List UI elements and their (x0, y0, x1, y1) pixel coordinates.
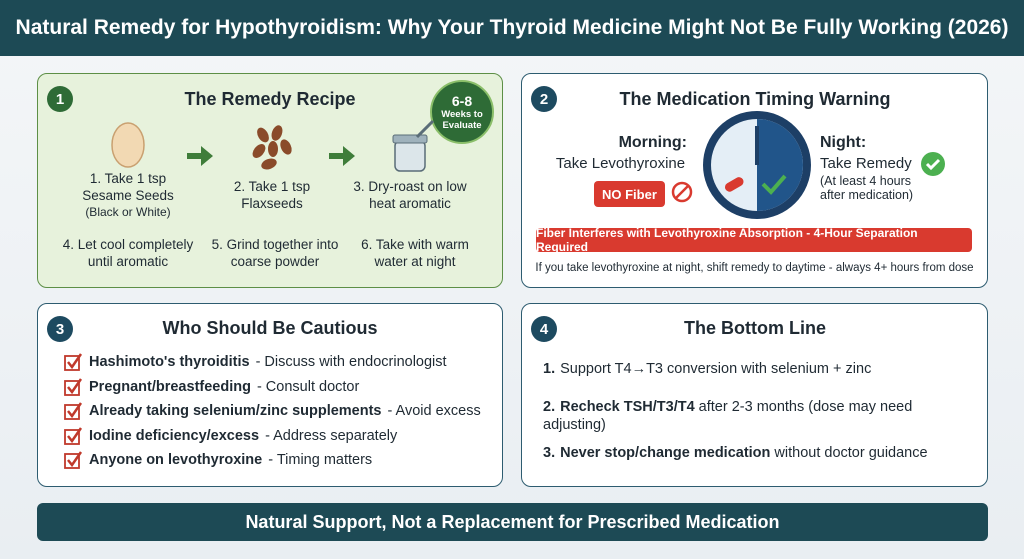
item-text: after 2-3 months (dose may need adjustin… (543, 399, 913, 433)
bottom-line-item: 3. Never stop/change medication without do… (543, 444, 963, 462)
item-bold: Pregnant/breastfeeding (89, 378, 251, 395)
no-icon (671, 181, 693, 203)
item-bold: Never stop/change medication (560, 445, 771, 461)
checkbox-icon (64, 402, 83, 421)
night: Night: Take Remedy (At least 4 hours aft… (820, 134, 980, 202)
item-marker: 2. (543, 399, 556, 415)
caution-item: Hashimoto's thyroiditis - Discuss with en… (63, 350, 481, 375)
step-text: 6. Take with warm water at night (361, 237, 469, 269)
item-text: - Discuss with endocrinologist (255, 354, 447, 371)
timing-note: If you take levothyroxine at night, shif… (535, 262, 974, 274)
item-bold: Hashimoto's thyroiditis (89, 354, 250, 371)
item-text: - Timing matters (268, 452, 373, 469)
step-text: 1. Take 1 tsp Sesame Seeds (82, 171, 174, 203)
sesame-icon (111, 122, 145, 168)
item-text: - Address separately (265, 427, 398, 444)
clock-icon (703, 111, 811, 219)
check-icon (921, 152, 945, 176)
panel-number: 3 (47, 316, 73, 342)
item-bold: Iodine deficiency/excess (89, 427, 260, 444)
checkbox-icon (64, 353, 83, 372)
arrow (187, 146, 213, 166)
step-text: 4. Let cool completely until aromatic (62, 237, 194, 269)
morning-label: Morning: (618, 134, 687, 151)
night-label: Night: (820, 134, 867, 151)
item-text: - Avoid excess (387, 403, 481, 420)
caution-list: Hashimoto's thyroiditis - Discuss with en… (63, 350, 481, 473)
item-marker: 3. (543, 445, 556, 461)
step-text: 2. Take 1 tsp Flaxseeds (233, 179, 311, 211)
panel-cautions (37, 303, 503, 487)
caution-item: Iodine deficiency/excess - Address separa… (63, 424, 481, 449)
panel-bottom-line (521, 303, 988, 487)
night-text: Take Remedy (820, 155, 912, 172)
step-text: 3. Dry-roast on low heat aromatic (353, 179, 467, 211)
header-title: Natural Remedy for Hypothyroidism: Why Y… (0, 0, 1024, 56)
checkbox-icon (64, 378, 83, 396)
bottom-line-item: 2. Recheck TSH/T3/T4 after 2-3 months (dos… (543, 398, 963, 434)
morning: Morning: Take Levothyroxine (548, 134, 693, 172)
panel-number: 1 (47, 86, 73, 112)
item-bold: Anyone on levothyroxine (89, 452, 263, 469)
recipe-icons (111, 119, 435, 172)
panel-number: 4 (531, 316, 557, 342)
badge: 6-8 Weeks to Evaluate (430, 80, 494, 144)
checkbox-icon (64, 451, 83, 470)
night-note: (At least 4 hours after medication) (820, 174, 914, 202)
panel-title: The Remedy Recipe (184, 89, 356, 109)
panel-recipe (37, 73, 503, 288)
panel-title: The Medication Timing Warning (619, 89, 891, 109)
caution-item: Anyone on levothyroxine - Timing matters (63, 448, 481, 473)
item-text: without doctor guidance (774, 445, 928, 461)
step: 1. Take 1 tsp Sesame Seeds (Black or Whit… (68, 170, 188, 221)
panel-title: The Bottom Line (684, 318, 826, 338)
jar-icon (392, 119, 435, 172)
bottom-line-item: 1. Support T4→T3 conversion with selenium… (543, 360, 963, 378)
panel-title: Who Should Be Cautious (162, 318, 378, 338)
no-fiber-tag: NO Fiber (594, 181, 665, 207)
footer: Natural Support, Not a Replacement for P… (37, 503, 988, 541)
item-bold: Already taking selenium/zinc supplements (89, 403, 382, 420)
step-note: (Black or White) (85, 205, 171, 219)
flax-icon (252, 125, 292, 170)
caution-item: Pregnant/breastfeeding - Consult doctor (63, 375, 481, 400)
arrow (329, 146, 355, 166)
badge-value: 6-8 (451, 93, 473, 109)
warning-bar: Fiber Interferes with Levothyroxine Abso… (536, 226, 972, 254)
item-text: - Consult doctor (256, 378, 360, 395)
checkbox-icon (64, 427, 83, 445)
item-marker: 1. (543, 361, 556, 377)
step-text: 5. Grind together into coarse powder (211, 237, 339, 269)
item-bold: Recheck TSH/T3/T4 (560, 399, 695, 415)
panel-number: 2 (531, 86, 557, 112)
bottom-line-list: 1. Support T4→T3 conversion with selenium… (543, 360, 963, 482)
badge-label: Weeks to Evaluate (441, 109, 483, 131)
caution-item: Already taking selenium/zinc supplements… (63, 399, 481, 424)
item-text: Support T4→T3 conversion with selenium +… (560, 361, 872, 377)
morning-text: Take Levothyroxine (555, 155, 686, 172)
